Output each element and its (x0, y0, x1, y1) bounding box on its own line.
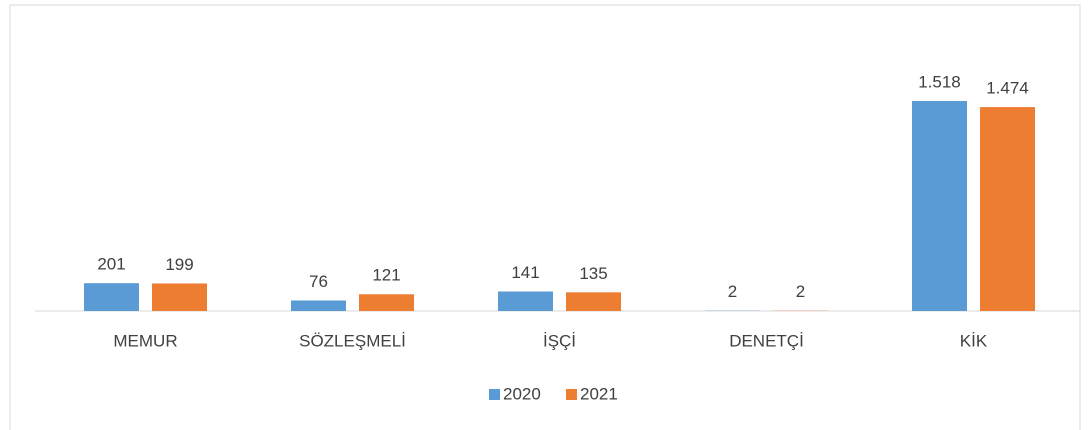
bar (84, 283, 139, 311)
bar (980, 107, 1035, 311)
chart-border (9, 4, 1081, 430)
bar (152, 283, 207, 311)
bar (291, 300, 346, 311)
x-tick-label: KİK (960, 331, 988, 350)
x-tick-label: MEMUR (113, 331, 177, 350)
data-label: 1.474 (986, 79, 1029, 98)
data-label: 1.518 (918, 72, 961, 91)
x-tick-label: İŞÇİ (543, 331, 576, 350)
data-label: 121 (372, 266, 400, 285)
data-label: 76 (309, 272, 328, 291)
x-tick-label: SÖZLEŞMELİ (299, 331, 406, 350)
legend-label: 2021 (580, 384, 618, 403)
x-tick-label: DENETÇİ (729, 331, 804, 350)
data-label: 141 (511, 263, 539, 282)
data-label: 201 (97, 255, 125, 274)
legend-label: 2020 (503, 384, 541, 403)
bar (359, 294, 414, 311)
bar (566, 292, 621, 311)
data-label: 2 (728, 282, 737, 301)
legend-swatch (566, 389, 577, 400)
bar (912, 101, 967, 311)
bar (498, 291, 553, 311)
data-label: 2 (796, 282, 805, 301)
data-label: 135 (579, 264, 607, 283)
data-label: 199 (165, 255, 193, 274)
legend-swatch (489, 389, 500, 400)
